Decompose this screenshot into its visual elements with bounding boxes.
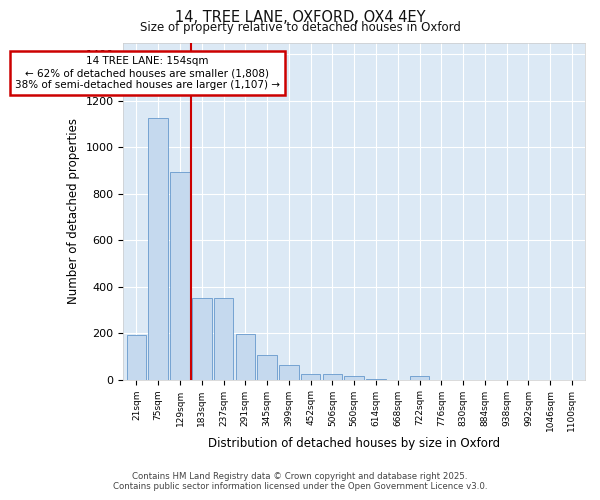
Text: 14 TREE LANE: 154sqm
← 62% of detached houses are smaller (1,808)
38% of semi-de: 14 TREE LANE: 154sqm ← 62% of detached h…	[15, 56, 280, 90]
Text: Contains HM Land Registry data © Crown copyright and database right 2025.
Contai: Contains HM Land Registry data © Crown c…	[113, 472, 487, 491]
Bar	[257, 354, 277, 380]
Bar	[192, 298, 212, 380]
Bar	[410, 376, 430, 380]
Bar	[170, 172, 190, 380]
Bar	[301, 374, 320, 380]
Bar	[366, 379, 386, 380]
Bar	[279, 365, 299, 380]
Text: Size of property relative to detached houses in Oxford: Size of property relative to detached ho…	[140, 21, 460, 34]
Bar	[236, 334, 255, 380]
Bar	[148, 118, 168, 380]
Bar	[344, 376, 364, 380]
Bar	[127, 334, 146, 380]
Text: 14, TREE LANE, OXFORD, OX4 4EY: 14, TREE LANE, OXFORD, OX4 4EY	[175, 10, 425, 25]
Bar	[323, 374, 342, 380]
Bar	[214, 298, 233, 380]
Y-axis label: Number of detached properties: Number of detached properties	[67, 118, 80, 304]
X-axis label: Distribution of detached houses by size in Oxford: Distribution of detached houses by size …	[208, 437, 500, 450]
